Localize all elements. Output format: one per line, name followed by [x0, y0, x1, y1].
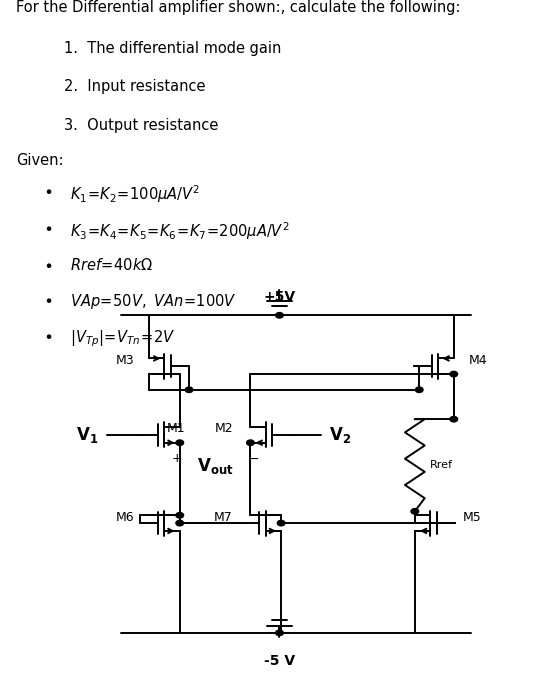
Text: $\bullet$: $\bullet$ — [43, 293, 53, 308]
Circle shape — [277, 521, 285, 526]
Text: M5: M5 — [463, 510, 482, 524]
Text: $\mathbf{V_1}$: $\mathbf{V_1}$ — [76, 425, 99, 445]
Text: -5 V: -5 V — [264, 654, 295, 669]
Text: $VAp\!=\!50V,\ VAn\!=\!100V$: $VAp\!=\!50V,\ VAn\!=\!100V$ — [70, 293, 236, 312]
Text: 1.  The differential mode gain: 1. The differential mode gain — [64, 41, 282, 56]
Text: Given:: Given: — [16, 153, 64, 168]
Circle shape — [176, 512, 184, 518]
Circle shape — [176, 521, 184, 526]
Circle shape — [176, 440, 184, 445]
Text: +: + — [172, 452, 182, 465]
Circle shape — [276, 630, 283, 635]
Text: $\bullet$: $\bullet$ — [43, 328, 53, 343]
Text: $\mathbf{V_{out}}$: $\mathbf{V_{out}}$ — [197, 456, 233, 476]
Text: For the Differential amplifier shown:, calculate the following:: For the Differential amplifier shown:, c… — [16, 0, 461, 15]
Circle shape — [185, 387, 193, 393]
Text: $K_3\!=\!K_4\!=\!K_5\!=\!K_6\!=\!K_7\!=\!200\mu A/V^2$: $K_3\!=\!K_4\!=\!K_5\!=\!K_6\!=\!K_7\!=\… — [70, 220, 289, 242]
Text: $\bullet$: $\bullet$ — [43, 183, 53, 198]
Text: $K_1\!=\!K_2\!=\!100\mu A/V^2$: $K_1\!=\!K_2\!=\!100\mu A/V^2$ — [70, 183, 200, 205]
Circle shape — [276, 312, 283, 318]
Text: $-$: $-$ — [248, 452, 259, 465]
Circle shape — [450, 416, 458, 422]
Text: Rref: Rref — [430, 460, 453, 470]
Text: 2.  Input resistance: 2. Input resistance — [64, 80, 206, 95]
Text: M4: M4 — [469, 354, 487, 367]
Text: $\bullet$: $\bullet$ — [43, 220, 53, 235]
Text: M6: M6 — [116, 510, 134, 524]
Text: +5V: +5V — [264, 290, 295, 304]
Circle shape — [247, 440, 254, 445]
Text: $\left|V_{Tp}\right|\!=\!V_{Tn}\!=\!2V$: $\left|V_{Tp}\right|\!=\!V_{Tn}\!=\!2V$ — [70, 328, 175, 349]
Text: $\mathbf{V_2}$: $\mathbf{V_2}$ — [329, 425, 351, 445]
Text: M7: M7 — [214, 510, 233, 524]
Circle shape — [411, 508, 419, 514]
Text: M2: M2 — [214, 422, 233, 435]
Text: M3: M3 — [116, 354, 134, 367]
Text: $Rref\!=\!40k\Omega$: $Rref\!=\!40k\Omega$ — [70, 257, 153, 273]
Text: $\bullet$: $\bullet$ — [43, 257, 53, 272]
Text: M1: M1 — [167, 422, 186, 435]
Circle shape — [415, 387, 423, 393]
Circle shape — [450, 371, 458, 377]
Text: 3.  Output resistance: 3. Output resistance — [64, 118, 219, 132]
